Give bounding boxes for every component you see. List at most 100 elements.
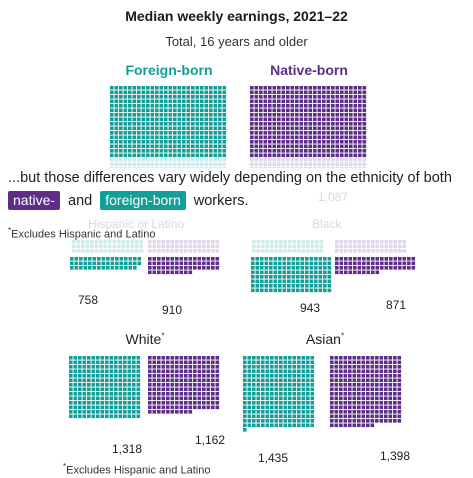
- waffle-cell: [304, 90, 308, 95]
- waffle-cell: [335, 126, 340, 131]
- waffle-cell: [265, 360, 270, 365]
- waffle-cell: [306, 387, 310, 392]
- waffle-cell: [306, 240, 310, 244]
- waffle-cell: [222, 144, 227, 149]
- waffle-cell: [295, 126, 299, 131]
- waffle-cell: [247, 401, 252, 405]
- waffle-cell: [259, 131, 263, 135]
- waffle-cell: [265, 396, 270, 401]
- waffle-cell: [380, 261, 384, 266]
- waffle-cell: [96, 374, 100, 378]
- waffle-cell: [261, 405, 265, 410]
- waffle-cell: [92, 266, 97, 270]
- waffle-cell: [317, 149, 322, 153]
- waffle-cell: [281, 162, 286, 167]
- waffle-cell: [297, 383, 301, 387]
- waffle-cell: [334, 392, 339, 396]
- waffle-cell: [161, 387, 166, 392]
- waffle-cell: [366, 396, 370, 401]
- waffle-cell: [211, 396, 215, 401]
- waffle-cell: [335, 266, 339, 270]
- waffle-cell: [292, 396, 297, 401]
- waffle-cell: [297, 396, 301, 401]
- waffle-cell: [317, 153, 322, 158]
- waffle-cell: [384, 401, 388, 405]
- waffle-cell: [202, 396, 206, 401]
- waffle-cell: [334, 405, 339, 410]
- waffle-cell: [297, 240, 301, 244]
- waffle-cell: [411, 266, 416, 270]
- waffle-cell: [193, 261, 197, 266]
- waffle-cell: [308, 108, 313, 113]
- waffle-cell: [261, 396, 265, 401]
- waffle-cell: [186, 104, 191, 108]
- waffle-cell: [132, 401, 136, 405]
- waffle-cell: [164, 149, 168, 153]
- waffle-cell: [252, 401, 256, 405]
- waffle-cell: [343, 414, 348, 419]
- waffle-cell: [299, 149, 304, 153]
- waffle-cell: [152, 369, 157, 374]
- waffle-cell: [287, 275, 291, 279]
- waffle-cell: [105, 387, 109, 392]
- waffle-cell: [362, 153, 367, 158]
- waffle-cell: [348, 365, 352, 369]
- waffle-cell: [334, 369, 339, 374]
- waffle-cell: [334, 383, 339, 387]
- waffle-cell: [166, 244, 170, 249]
- waffle-cell: [358, 153, 362, 158]
- waffle-cell: [106, 257, 110, 261]
- waffle-cell: [202, 401, 206, 405]
- waffle-cell: [339, 374, 343, 378]
- waffle-cell: [141, 122, 146, 126]
- waffle-cell: [259, 126, 263, 131]
- waffle-cell: [279, 387, 283, 392]
- waffle-cell: [243, 419, 247, 423]
- waffle-cell: [105, 414, 109, 419]
- waffle-cell: [305, 257, 309, 261]
- value-black-foreign: 943: [300, 301, 321, 315]
- waffle-cell: [268, 113, 272, 117]
- waffle-cell: [173, 144, 177, 149]
- waffle-cell: [290, 90, 295, 95]
- waffle-cell: [277, 158, 281, 162]
- waffle-cell: [301, 374, 306, 378]
- waffle-cell: [357, 266, 362, 270]
- waffle-cell: [362, 140, 367, 144]
- waffle-cell: [136, 410, 141, 414]
- waffle-cell: [109, 396, 114, 401]
- waffle-cell: [380, 240, 384, 244]
- waffle-cell: [272, 95, 277, 99]
- waffle-cell: [340, 117, 344, 122]
- waffle-cell: [344, 113, 349, 117]
- waffle-cell: [272, 99, 277, 104]
- waffle-cell: [272, 86, 277, 90]
- waffle-cell: [195, 153, 200, 158]
- waffle-cell: [296, 266, 300, 270]
- waffle-cell: [82, 405, 87, 410]
- waffle-cell: [375, 419, 379, 423]
- waffle-cell: [117, 249, 121, 253]
- waffle-cell: [308, 113, 313, 117]
- waffle-cell: [193, 401, 197, 405]
- waffle-cell: [344, 244, 348, 249]
- waffle-cell: [204, 117, 209, 122]
- waffle-cell: [274, 240, 279, 244]
- waffle-cell: [340, 153, 344, 158]
- waffle-cell: [252, 410, 256, 414]
- waffle-cell: [340, 104, 344, 108]
- waffle-cell: [366, 249, 371, 253]
- waffle-cell: [114, 387, 118, 392]
- waffle-cell: [357, 374, 361, 378]
- waffle-cell: [259, 149, 263, 153]
- waffle-cell: [168, 144, 173, 149]
- waffle-cell: [296, 284, 300, 288]
- waffle-cell: [274, 392, 279, 396]
- waffle-cell: [317, 162, 322, 167]
- waffle-cell: [146, 126, 150, 131]
- waffle-cell: [362, 249, 366, 253]
- waffle-cell: [375, 249, 380, 253]
- waffle-cell: [136, 369, 141, 374]
- waffle-cell: [286, 126, 290, 131]
- waffle-cell: [87, 410, 91, 414]
